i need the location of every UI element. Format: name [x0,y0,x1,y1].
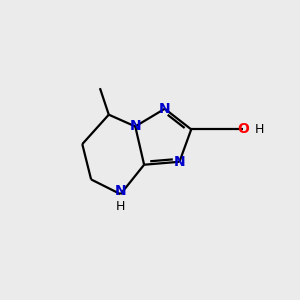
Text: N: N [159,102,170,116]
Text: N: N [130,119,141,134]
Text: H: H [116,200,125,213]
Text: N: N [115,184,126,198]
Text: O: O [237,122,249,136]
Text: H: H [254,123,264,136]
Text: N: N [174,155,185,169]
